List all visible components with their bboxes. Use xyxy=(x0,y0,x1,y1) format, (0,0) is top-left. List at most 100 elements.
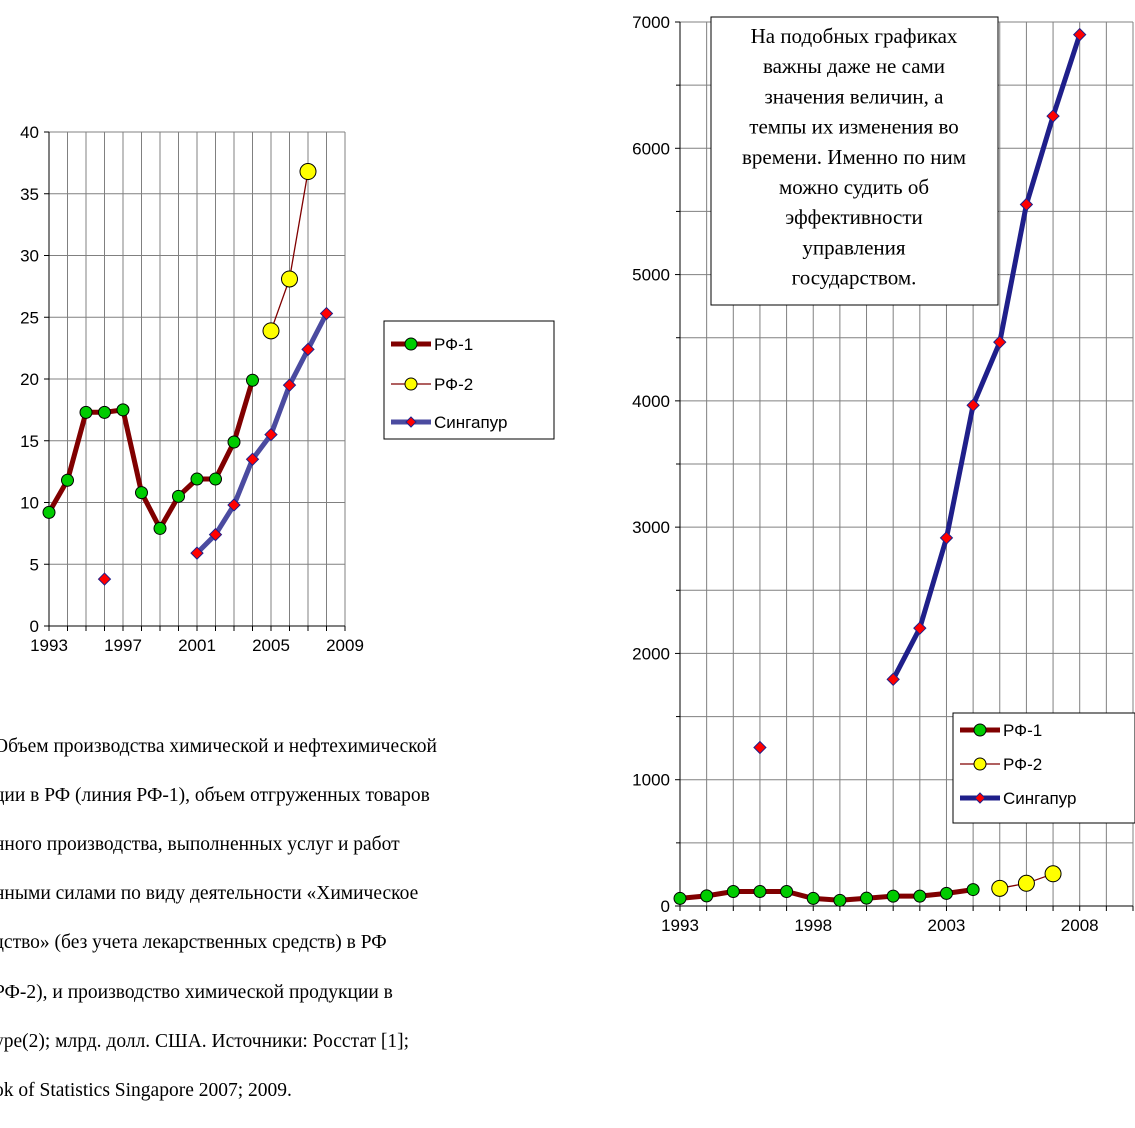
annotation-line: управления xyxy=(802,235,905,259)
annotation-line: эффективности xyxy=(785,205,923,229)
y-tick-label: 10 xyxy=(20,494,39,513)
data-point xyxy=(780,884,794,898)
data-point xyxy=(860,891,874,905)
y-tick-label: 5000 xyxy=(632,266,670,285)
legend-marker xyxy=(405,416,417,428)
y-tick-label: 40 xyxy=(20,123,39,142)
annotation-line: темпы их изменения во xyxy=(749,115,958,139)
data-point xyxy=(939,531,954,545)
data-point xyxy=(264,427,278,442)
legend-marker xyxy=(974,792,986,804)
figure-caption: Объем производства химической и нефтехим… xyxy=(0,710,614,1128)
legend: РФ-1 РФ-2 Сингапур xyxy=(383,320,555,440)
annotation-line: времени. Именно по ним xyxy=(742,145,966,169)
caption-line: нными силами по виду деятельности «Химич… xyxy=(0,883,419,905)
data-point xyxy=(886,889,900,903)
legend-label: РФ-1 xyxy=(434,335,473,354)
data-point xyxy=(97,572,112,586)
y-tick-label: 5 xyxy=(30,555,39,574)
data-point xyxy=(301,342,315,357)
data-point xyxy=(42,505,56,519)
x-tick-label: 2005 xyxy=(252,636,290,655)
data-point xyxy=(673,891,687,905)
x-tick-label: 1993 xyxy=(30,636,68,655)
data-point xyxy=(939,886,953,900)
y-tick-label: 2000 xyxy=(632,644,670,663)
data-point xyxy=(913,889,927,903)
legend: РФ-1 РФ-2 Сингапур xyxy=(952,712,1135,824)
series-0 xyxy=(673,883,980,907)
left-chart: 0 5 10 15 20 25 30 35 40 1993 1997 2001 2005 2009 РФ-1… xyxy=(20,123,555,655)
y-tick-label: 3000 xyxy=(632,518,670,537)
series-1 xyxy=(991,865,1062,897)
series-1 xyxy=(262,163,317,340)
data-point xyxy=(753,884,767,898)
legend-label: РФ-2 xyxy=(434,375,473,394)
caption-line: дство» (без учета лекарственных средств)… xyxy=(0,932,387,954)
data-point xyxy=(1017,874,1035,892)
y-tick-label: 35 xyxy=(20,185,39,204)
data-point xyxy=(993,335,1007,349)
legend-label: Сингапур xyxy=(434,413,507,432)
data-point xyxy=(299,163,317,181)
data-point xyxy=(98,405,111,419)
y-tick-label: 20 xyxy=(20,370,39,389)
x-tick-label: 1998 xyxy=(794,916,832,935)
data-point xyxy=(209,472,222,486)
data-point xyxy=(190,472,204,486)
data-point xyxy=(79,405,93,419)
data-point xyxy=(700,889,714,903)
data-point xyxy=(1019,197,1034,212)
data-point xyxy=(246,373,259,387)
y-tick-label: 4000 xyxy=(632,392,670,411)
y-tick-label: 0 xyxy=(661,897,670,916)
data-point xyxy=(1044,865,1062,883)
data-point xyxy=(227,435,241,449)
caption-line: ции в РФ (линия РФ-1), объем отгруженных… xyxy=(0,784,430,806)
x-tick-label: 1993 xyxy=(661,916,699,935)
annotation-line: можно судить об xyxy=(779,175,929,199)
legend-label: Сингапур xyxy=(1003,789,1076,808)
data-point xyxy=(262,322,280,340)
data-point xyxy=(245,452,260,466)
series-2 xyxy=(753,27,1087,755)
annotation-line: важны даже не сами xyxy=(763,54,945,78)
series-2 xyxy=(97,306,334,586)
data-point xyxy=(966,883,980,897)
annotation-line: На подобных графиках xyxy=(751,24,958,48)
series-line xyxy=(890,32,1083,682)
x-tick-label: 2001 xyxy=(178,636,216,655)
data-point xyxy=(886,672,900,687)
data-point xyxy=(991,879,1009,897)
legend-label: РФ-2 xyxy=(1003,755,1042,774)
data-point xyxy=(282,378,297,392)
legend-label: РФ-1 xyxy=(1003,721,1042,740)
data-point xyxy=(1072,27,1087,42)
x-tick-label: 2009 xyxy=(326,636,364,655)
x-tick-label: 2008 xyxy=(1061,916,1099,935)
data-point xyxy=(227,498,241,512)
series-line xyxy=(677,887,976,903)
data-point xyxy=(281,270,298,288)
legend-marker xyxy=(404,377,418,391)
y-tick-label: 0 xyxy=(30,617,39,636)
x-tick-label: 2003 xyxy=(928,916,966,935)
y-tick-label: 15 xyxy=(20,432,39,451)
y-tick-label: 6000 xyxy=(632,139,670,158)
data-point xyxy=(135,486,148,500)
legend-marker xyxy=(973,757,987,771)
data-point xyxy=(753,740,767,755)
series-line xyxy=(194,311,329,556)
caption-line: РФ-2), и производство химической продукц… xyxy=(0,981,393,1003)
data-point xyxy=(913,621,927,635)
annotation-line: значения величин, а xyxy=(765,84,945,108)
x-tick-label: 1997 xyxy=(104,636,142,655)
data-point xyxy=(726,884,740,898)
annotation-rect xyxy=(710,16,999,306)
data-point xyxy=(1046,109,1060,123)
annotation-box: На подобных графиках важны даже не сами зн… xyxy=(710,16,999,306)
data-point xyxy=(153,521,167,535)
right-chart: 0 1000 2000 3000 4000 5000 6000 7000 1993 1998 200… xyxy=(632,13,1135,935)
y-tick-label: 1000 xyxy=(632,771,670,790)
data-point xyxy=(172,489,185,503)
